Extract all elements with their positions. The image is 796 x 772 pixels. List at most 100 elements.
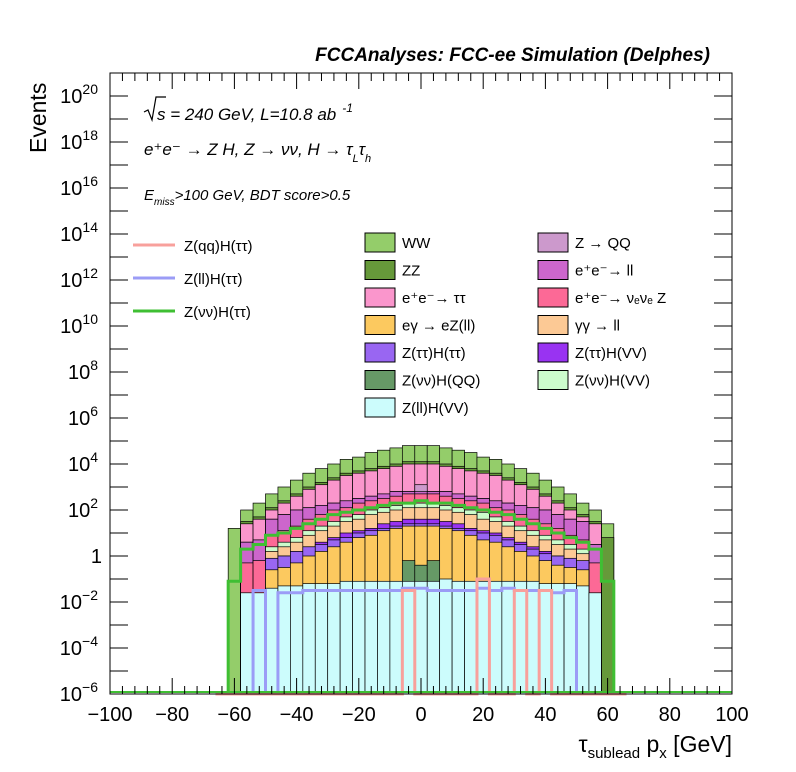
legend-swatch (364, 232, 396, 253)
legend-label: WW (402, 235, 431, 252)
y-axis-label: Events (25, 83, 51, 153)
axes: −100 −80 −60 −40 −20 0 20 40 60 80 100 10−6 10−4 10−2… (60, 72, 749, 726)
stack-z-ll-h-vv (240, 578, 602, 695)
bar (551, 583, 565, 695)
x-tick-label: −60 (217, 704, 251, 726)
chart-title: FCCAnalyses: FCC-ee Simulation (Delphes) (315, 45, 710, 66)
y-tick-label: 106 (68, 403, 98, 430)
legend-swatch (537, 315, 569, 335)
annotation-line-3: Emiss>100 GeV, BDT score>0.5 (144, 187, 351, 208)
legend-swatch (537, 287, 569, 308)
legend-entry-e-e: e⁺e⁻→ ττ (364, 287, 466, 308)
y-tick-label: 108 (68, 357, 98, 384)
x-tick-label: 0 (415, 704, 426, 726)
bar (364, 580, 378, 695)
legend-entry-z-qq: Z → QQ (537, 232, 631, 253)
bar (513, 580, 528, 695)
y-tick-label: 1020 (60, 81, 98, 108)
x-tick-label: 100 (715, 704, 748, 726)
bar (476, 580, 490, 695)
legend-swatch (364, 260, 396, 280)
legend-swatch (364, 342, 396, 363)
legend-label: e⁺e⁻→ ll (575, 263, 633, 280)
annotation-energy-lumi: = 240 GeV, L=10.8 ab (166, 105, 337, 124)
legend-label: Z(νν)H(QQ) (402, 373, 480, 390)
bar (327, 583, 341, 695)
legend-swatch (537, 232, 569, 253)
legend-entry-ll: γγ → ll (537, 315, 620, 335)
x-tick-label: 80 (659, 704, 681, 726)
bar (377, 580, 391, 695)
x-tick-label: 20 (472, 704, 494, 726)
annotation-sub-h: h (365, 153, 371, 165)
legend-swatch (537, 342, 569, 363)
bar (576, 585, 590, 695)
legend-label: Z(ll)H(ττ) (184, 271, 243, 288)
legend-label: e⁺e⁻→ ττ (402, 290, 466, 307)
x-tick-label: 40 (534, 704, 556, 726)
bar (601, 537, 615, 695)
legend-entry-z-h: Z(ττ)H(ττ) (364, 342, 466, 363)
bar (451, 580, 465, 695)
annotation-tau2: τ (359, 140, 367, 159)
bar (489, 580, 503, 695)
legend-backgrounds: WW ZZ e⁺e⁻→ ττ eγ → eZ(ll) Z(ττ)H(ττ) Z(νν)H(… (364, 232, 666, 418)
legend-label: Z → QQ (575, 235, 631, 252)
bar (290, 585, 304, 695)
legend-label: Z(ττ)H(ττ) (402, 345, 466, 362)
bar (277, 585, 291, 695)
x-tick-label: −40 (280, 704, 314, 726)
y-tick-label: 1 (91, 546, 102, 568)
x-label-p: p (640, 731, 659, 757)
y-tick-label: 1016 (60, 173, 98, 200)
legend-label: Z(ττ)H(VV) (575, 345, 647, 362)
legend-entry-ww: WW (364, 232, 431, 253)
legend-entry-z-h: Z(νν)H(ττ) (133, 304, 251, 321)
y-tick-label: 1014 (60, 219, 98, 246)
legend-label: Z(νν)H(VV) (575, 373, 650, 390)
x-tick-label: −100 (87, 704, 132, 726)
bar (414, 580, 428, 695)
legend-entry-z-ll-h-vv: Z(ll)H(VV) (364, 397, 469, 418)
legend-entry-zz: ZZ (364, 260, 420, 280)
annotation-sqrt-s: s (157, 105, 166, 124)
x-tick-label: −20 (342, 704, 376, 726)
signal-line-z-ll-h (215, 586, 627, 696)
annotation-line-1: s = 240 GeV, L=10.8 ab -1 (143, 96, 353, 124)
annotation-line-2: e⁺e⁻ → Z H, Z → νν, H → τLτh (144, 140, 371, 165)
svg-text:s = 240 GeV, L=10.8 ab-1: s = 240 GeV, L=10.8 ab -1 (157, 101, 353, 124)
bar (426, 580, 441, 695)
legend-label: γγ → ll (575, 318, 620, 335)
legend-swatch (364, 287, 396, 308)
histogram-stack (227, 445, 615, 695)
legend-swatch (537, 370, 569, 390)
bar (352, 580, 366, 695)
legend-entry-z-h-vv: Z(ττ)H(VV) (537, 342, 647, 363)
y-tick-label: 10−4 (60, 633, 98, 660)
legend-label: Z(qq)H(ττ) (184, 238, 253, 255)
bar (314, 583, 329, 695)
legend-entry-z-ll-h: Z(ll)H(ττ) (133, 271, 243, 288)
legend-label: eγ → eZ(ll) (402, 318, 475, 335)
bar (252, 592, 266, 695)
x-label-unit: [GeV] (667, 731, 732, 757)
legend-signals: Z(qq)H(ττ) Z(ll)H(ττ) Z(νν)H(ττ) (133, 238, 253, 321)
bar (439, 578, 453, 695)
x-label-sub2: x (659, 745, 667, 762)
bar (227, 528, 241, 695)
legend-entry-z-h-qq: Z(νν)H(QQ) (364, 370, 480, 390)
legend-label: ZZ (402, 263, 420, 280)
bar (265, 587, 279, 695)
bar (464, 580, 478, 695)
bar (563, 583, 577, 695)
annotation-cuts: >100 GeV, BDT score>0.5 (175, 187, 351, 204)
bar (526, 580, 540, 695)
legend-swatch (364, 315, 396, 335)
legend-label: e⁺e⁻→ νₑνₑ Z (575, 290, 666, 307)
bar (401, 580, 416, 695)
x-label-tau: τ (578, 731, 587, 757)
x-label-sub: sublead (588, 745, 641, 762)
annotation-lumi-exp: -1 (342, 101, 353, 115)
annotation-emiss-sub: miss (154, 197, 175, 208)
